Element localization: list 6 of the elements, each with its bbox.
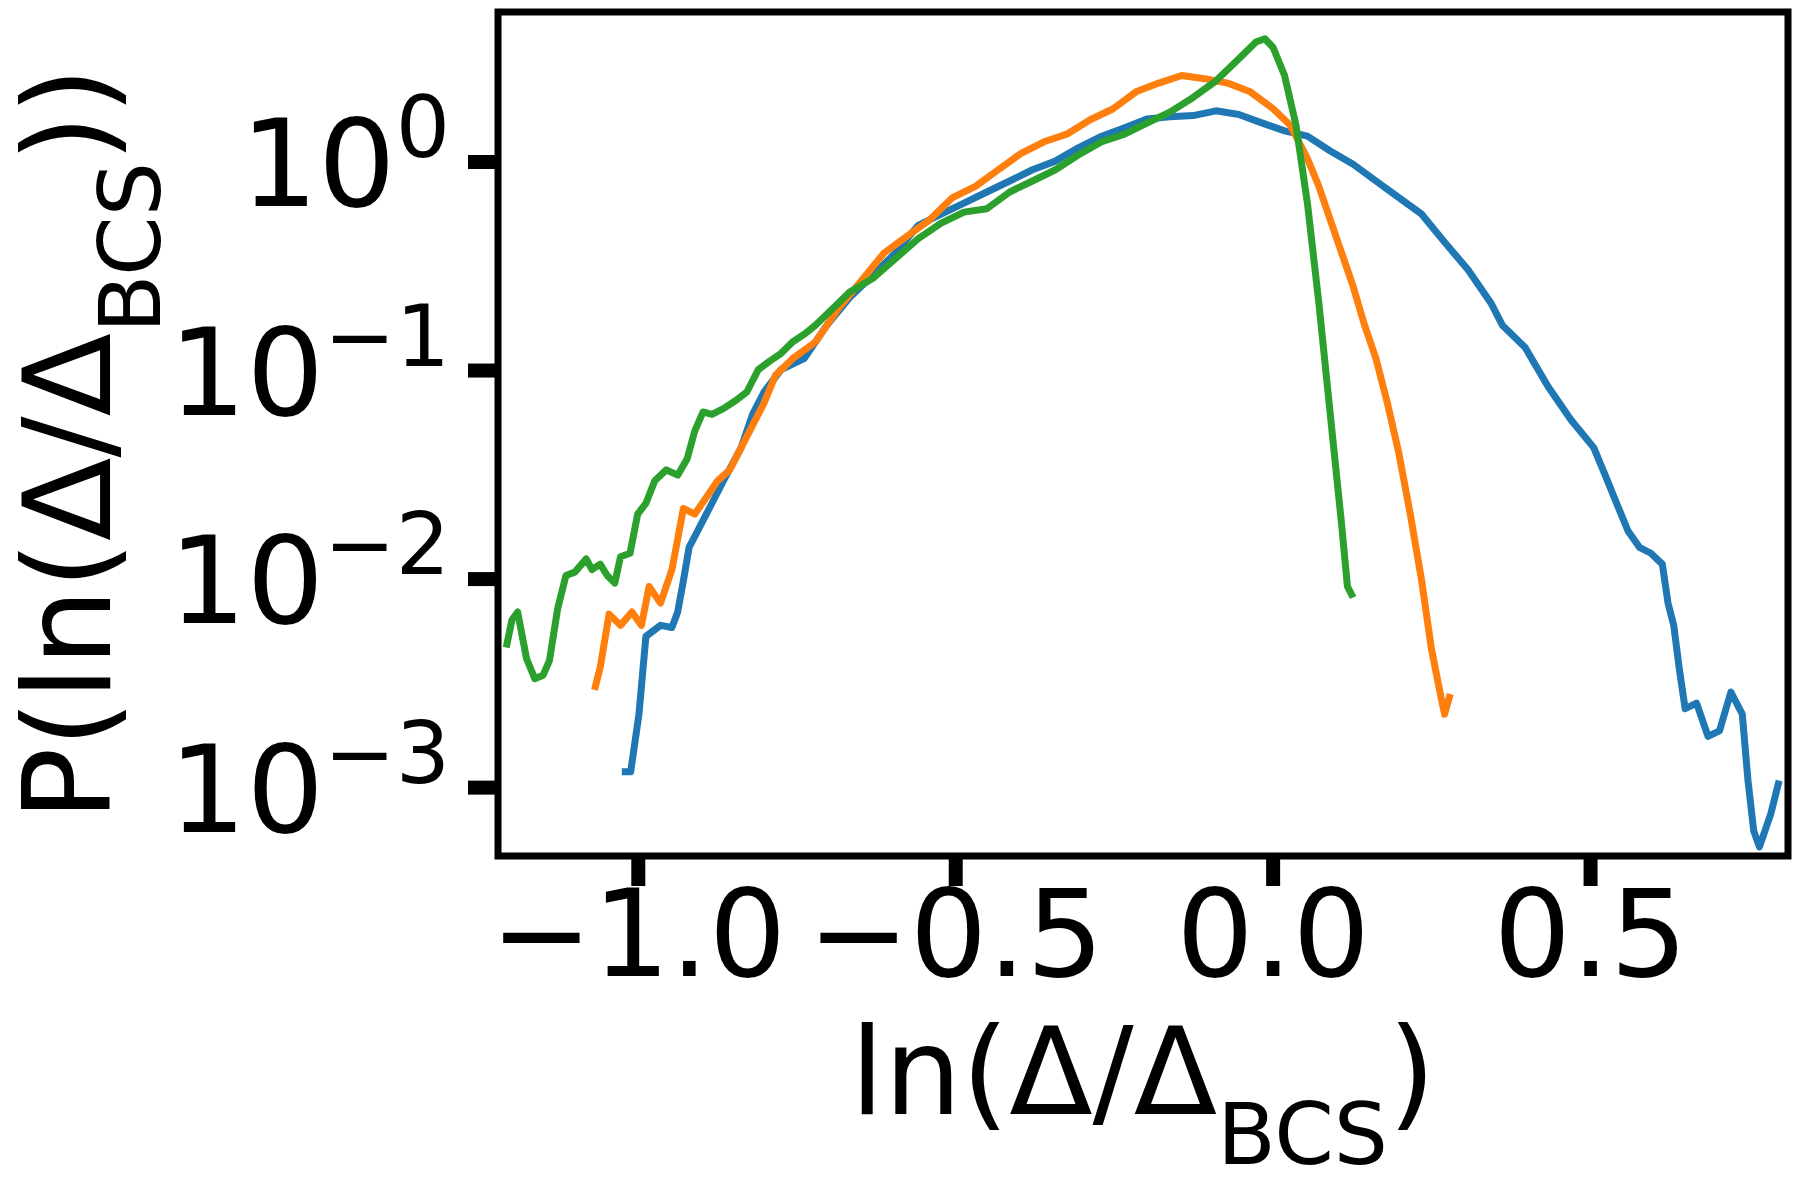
- x-tick-label: −1.0: [490, 863, 787, 1005]
- y-tick-label: 10$^{0}$: [240, 77, 450, 236]
- y-tick-label: 10$^{−2}$: [168, 494, 450, 653]
- y-tick-label: 10$^{−3}$: [168, 703, 450, 861]
- x-tick-label: 0.5: [1493, 863, 1688, 1005]
- y-tick-label: 10$^{−1}$: [168, 286, 450, 444]
